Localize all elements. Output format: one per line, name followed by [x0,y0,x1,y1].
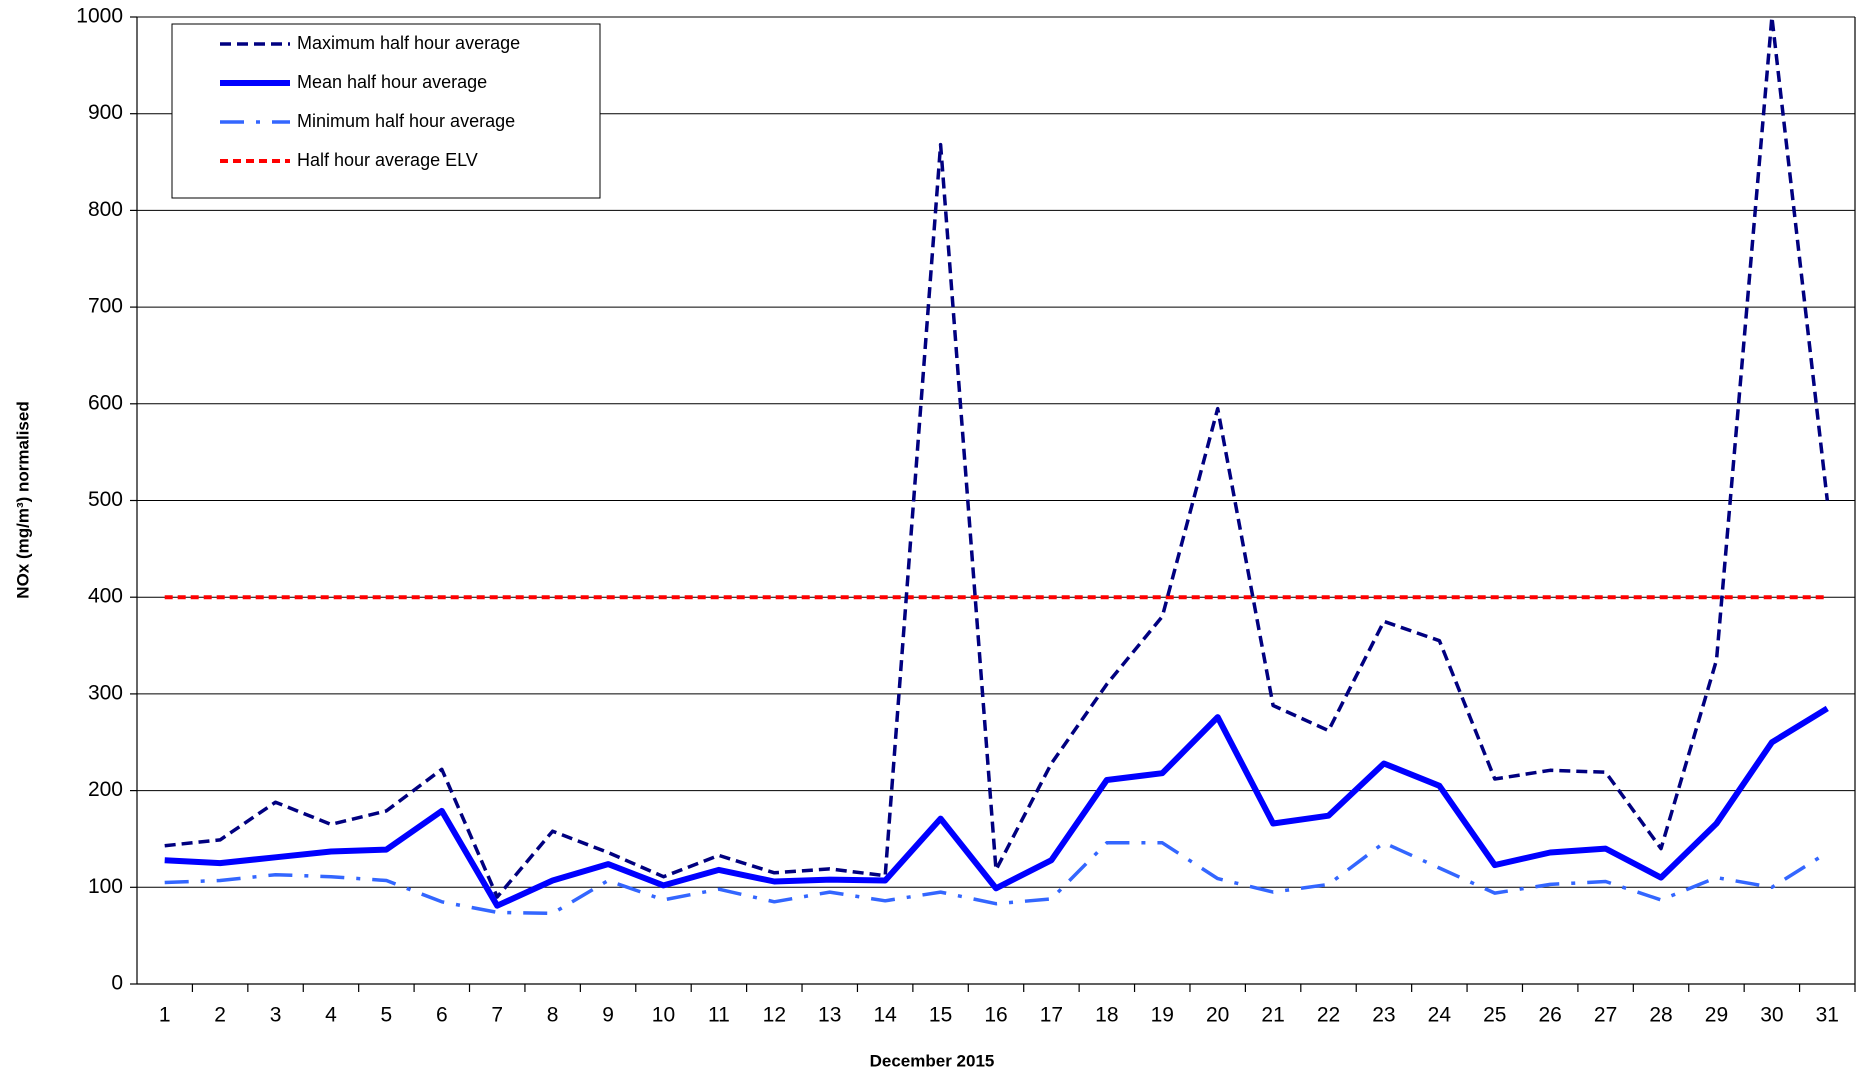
x-tick-label: 3 [270,1004,282,1027]
x-tick-label: 14 [873,1004,897,1027]
x-tick-label: 26 [1539,1004,1562,1027]
legend-label: Half hour average ELV [297,150,478,170]
y-tick-label: 0 [111,972,123,995]
y-tick-label: 900 [88,101,123,124]
x-tick-label: 5 [381,1004,393,1027]
x-tick-label: 31 [1816,1004,1839,1027]
series-line [164,705,1829,909]
x-tick-label: 24 [1428,1004,1452,1027]
x-tick-label: 4 [325,1004,337,1027]
x-tick-label: 13 [818,1004,841,1027]
x-tick-label: 2 [214,1004,226,1027]
x-tick-label: 7 [491,1004,503,1027]
legend-label: Minimum half hour average [297,111,515,131]
x-tick-label: 17 [1040,1004,1063,1027]
x-tick-label: 8 [547,1004,559,1027]
y-tick-label: 500 [88,488,123,511]
y-tick-label: 300 [88,681,123,704]
x-tick-label: 29 [1705,1004,1728,1027]
x-tick-label: 20 [1206,1004,1229,1027]
x-tick-label: 16 [984,1004,1007,1027]
x-tick-label: 1 [159,1004,171,1027]
y-tick-label: 200 [88,778,123,801]
x-tick-label: 30 [1760,1004,1783,1027]
legend-box [171,23,601,199]
y-axis-title: NOx (mg/m³) normalised [13,401,32,598]
y-tick-label: 800 [88,198,123,221]
series-line [164,841,1829,916]
legend-label: Mean half hour average [297,72,487,92]
x-tick-label: 21 [1261,1004,1284,1027]
x-tick-label: 18 [1095,1004,1118,1027]
x-tick-label: 25 [1483,1004,1506,1027]
x-tick-label: 23 [1372,1004,1395,1027]
y-tick-label: 600 [88,391,123,414]
legend-label: Maximum half hour average [297,33,520,53]
x-tick-label: 19 [1151,1004,1174,1027]
x-tick-label: 28 [1649,1004,1672,1027]
x-tick-label: 27 [1594,1004,1617,1027]
y-tick-label: 100 [88,875,123,898]
x-tick-label: 22 [1317,1004,1340,1027]
x-tick-label: 12 [763,1004,786,1027]
x-tick-label: 11 [708,1004,730,1027]
x-tick-label: 6 [436,1004,448,1027]
x-axis-title: December 2015 [870,1051,995,1070]
x-tick-label: 15 [929,1004,952,1027]
y-tick-label: 1000 [76,5,123,28]
x-tick-label: 9 [602,1004,614,1027]
y-tick-label: 400 [88,585,123,608]
x-tick-label: 10 [652,1004,675,1027]
y-tick-label: 700 [88,295,123,318]
series-line [164,15,1830,899]
